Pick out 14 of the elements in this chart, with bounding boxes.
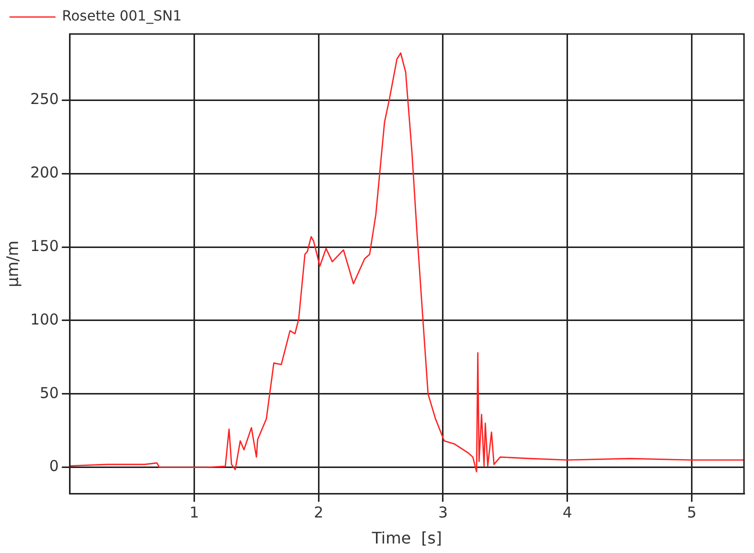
x-tick-label: 3 [438,504,448,522]
y-tick-label: 50 [40,384,59,402]
legend-label: Rosette 001_SN1 [62,8,182,25]
y-tick-label: 0 [49,457,59,476]
y-tick-label: 200 [30,163,59,182]
y-tick-label: 150 [30,236,59,255]
x-axis-title: Time [s] [370,528,442,548]
x-tick-label: 4 [562,504,572,522]
x-tick-label: 1 [189,504,199,522]
x-tick-label: 2 [314,504,324,522]
y-tick-label: 250 [30,90,59,108]
x-tick-label: 5 [686,504,697,522]
y-axis-title: µm/m [2,240,22,288]
y-tick-label: 100 [30,310,59,328]
